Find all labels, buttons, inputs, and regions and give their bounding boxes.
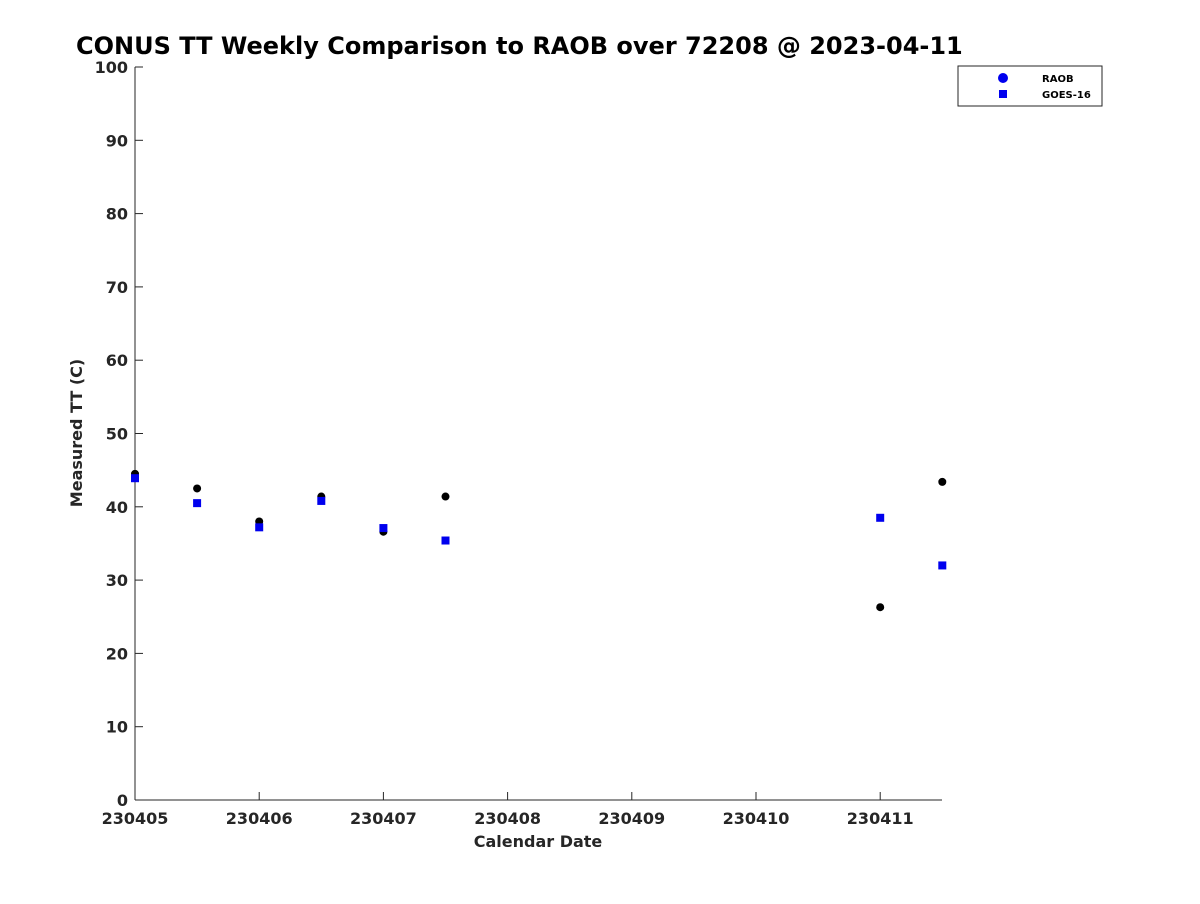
- raob-point: [441, 492, 450, 501]
- legend: RAOB GOES-16: [957, 65, 1103, 107]
- x-tick-label: 230411: [847, 809, 914, 828]
- goes-16-point: [441, 536, 450, 545]
- x-axis-label: Calendar Date: [474, 832, 603, 851]
- goes-16-point: [379, 524, 388, 533]
- y-tick-label: 50: [106, 425, 128, 444]
- raob-point: [876, 603, 885, 612]
- y-tick-label: 80: [106, 205, 128, 224]
- legend-goes-16-label: GOES-16: [1042, 90, 1091, 101]
- x-tick-label: 230409: [598, 809, 665, 828]
- x-tick-label: 230405: [102, 809, 169, 828]
- chart-title: CONUS TT Weekly Comparison to RAOB over …: [76, 32, 963, 60]
- y-tick-label: 90: [106, 131, 128, 150]
- legend-goes-16-marker: [999, 90, 1007, 98]
- legend-raob-label: RAOB: [1042, 74, 1074, 85]
- x-tick-label: 230408: [474, 809, 541, 828]
- y-tick-label: 10: [106, 718, 128, 737]
- x-tick-label: 230406: [226, 809, 293, 828]
- goes-16-point: [317, 496, 326, 505]
- goes-16-point: [876, 513, 885, 522]
- legend-box: [957, 65, 1103, 107]
- y-tick-label: 100: [95, 58, 128, 77]
- raob-point: [938, 477, 947, 486]
- y-tick-label: 0: [117, 791, 128, 810]
- y-tick-label: 70: [106, 278, 128, 297]
- x-tick-label: 230407: [350, 809, 417, 828]
- y-tick-label: 30: [106, 571, 128, 590]
- goes-16-point: [938, 561, 947, 570]
- goes-16-point: [193, 499, 202, 508]
- raob-point: [193, 484, 202, 493]
- goes-16-point: [131, 474, 139, 483]
- y-tick-label: 20: [106, 644, 128, 663]
- goes-16-point: [255, 523, 264, 532]
- axes-layer: 0 10 20 30 40 50 60 70 80 90 100 230405 230406 230407…: [95, 58, 942, 828]
- x-tick-label: 230410: [723, 809, 790, 828]
- y-tick-label: 60: [106, 351, 128, 370]
- marks-layer: [131, 469, 947, 612]
- legend-raob-marker: [998, 73, 1008, 83]
- y-axis-label: Measured TT (C): [67, 359, 86, 507]
- y-tick-label: 40: [106, 498, 128, 517]
